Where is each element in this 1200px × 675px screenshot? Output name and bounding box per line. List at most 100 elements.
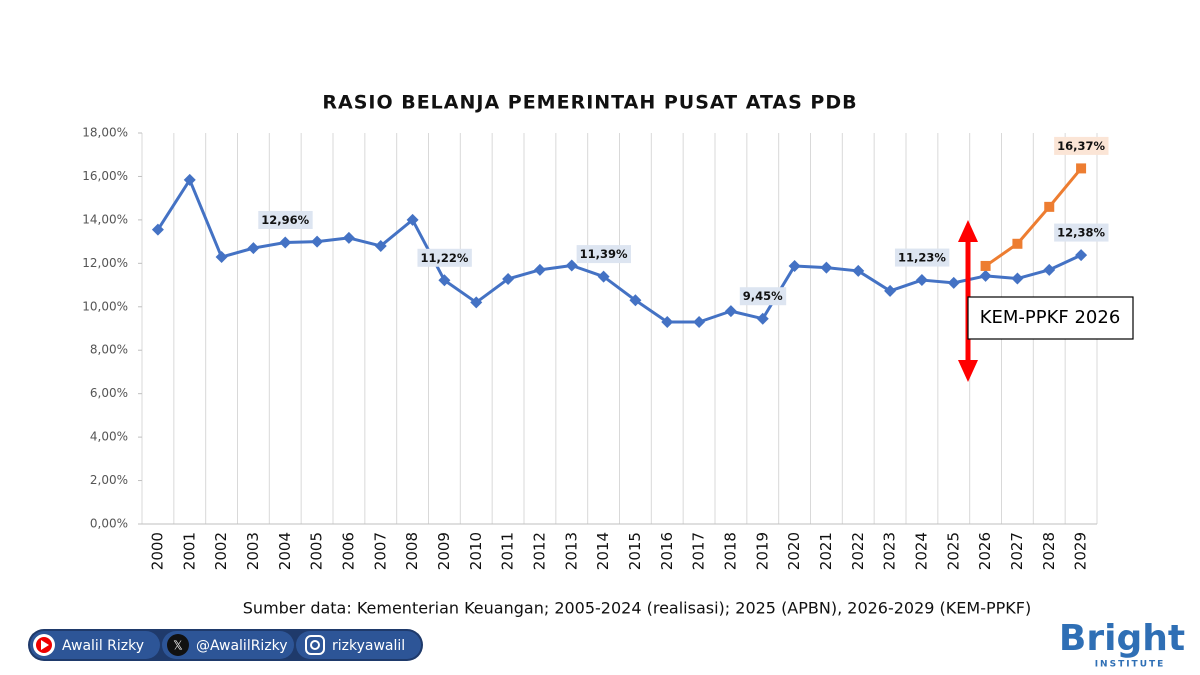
chart-title: RASIO BELANJA PEMERINTAH PUSAT ATAS PDB	[322, 92, 857, 114]
x-tick-label: 2019	[753, 532, 771, 570]
marker	[533, 263, 546, 276]
x-tick-label: 2014	[594, 532, 612, 570]
marker	[1012, 238, 1023, 249]
x-tick-label: 2009	[435, 532, 453, 570]
x-tick-label: 2028	[1040, 532, 1058, 570]
marker	[1011, 272, 1024, 285]
marker	[915, 274, 928, 287]
x-tick-label: 2022	[849, 532, 867, 570]
social-badges: Awalil Rizky 𝕏 @AwalilRizky rizkyawalil	[28, 629, 423, 661]
marker	[979, 269, 992, 282]
x-tick-label: 2011	[499, 532, 517, 570]
x-tick-label: 2004	[276, 532, 294, 570]
x-tick-label: 2003	[244, 532, 262, 570]
marker	[1076, 163, 1087, 174]
marker	[661, 315, 674, 328]
marker	[693, 315, 706, 328]
x-tick-label: 2021	[817, 532, 835, 570]
source-note: Sumber data: Kementerian Keuangan; 2005-…	[243, 599, 1031, 618]
annotation: KEM-PPKF 2026	[980, 307, 1121, 328]
x-tick-label: 2002	[212, 532, 230, 570]
logo-text: Bright	[1059, 618, 1185, 659]
x-tick-label: 2012	[530, 532, 548, 570]
marker	[629, 294, 642, 307]
x-tick-label: 2001	[180, 532, 198, 570]
y-tick-label: 12,00%	[82, 256, 128, 270]
marker	[247, 242, 260, 255]
y-tick-label: 2,00%	[90, 473, 128, 487]
marker	[215, 251, 228, 264]
marker	[1075, 249, 1088, 262]
x-tick-label: 2005	[308, 532, 326, 570]
marker	[565, 259, 578, 272]
x-tick-label: 2000	[148, 532, 166, 570]
y-tick-label: 8,00%	[90, 343, 128, 357]
svg-text:𝕏: 𝕏	[173, 639, 183, 653]
marker	[342, 231, 355, 244]
annotation-box	[967, 296, 1134, 340]
x-tick-label: 2027	[1008, 532, 1026, 570]
marker	[183, 173, 196, 186]
marker	[502, 272, 515, 285]
value-label-bg	[258, 210, 313, 229]
marker	[470, 296, 483, 309]
x-tick-label: 2024	[912, 532, 930, 570]
x-handle: @AwalilRizky	[196, 638, 288, 654]
series-line	[984, 167, 1083, 268]
y-tick-label: 18,00%	[82, 126, 128, 140]
x-tick-label: 2013	[562, 532, 580, 570]
marker	[852, 264, 865, 277]
value-label-bg	[739, 287, 787, 306]
x-tick-label: 2026	[976, 532, 994, 570]
x-tick-label: 2025	[944, 532, 962, 570]
value-label: 16,37%	[1057, 139, 1105, 153]
logo-subtext: INSTITUTE	[1095, 660, 1166, 670]
marker	[724, 305, 737, 318]
marker	[597, 270, 610, 283]
marker	[374, 239, 387, 252]
value-label-bg	[576, 245, 632, 264]
y-tick-label: 10,00%	[82, 299, 128, 313]
x-tick-label: 2006	[339, 532, 357, 570]
marker	[438, 274, 451, 287]
marker	[279, 236, 292, 249]
value-label: 11,39%	[580, 247, 628, 261]
youtube-handle: Awalil Rizky	[62, 638, 144, 654]
marker	[406, 213, 419, 226]
value-label: 12,38%	[1057, 226, 1105, 240]
x-tick-label: 2010	[467, 532, 485, 570]
y-tick-label: 14,00%	[82, 212, 128, 226]
x-tick-label: 2023	[881, 532, 899, 570]
instagram-handle: rizkyawalil	[332, 638, 405, 654]
marker	[1043, 263, 1056, 276]
x-tick-label: 2015	[626, 532, 644, 570]
x-tick-label: 2017	[690, 532, 708, 570]
value-label: 9,45%	[743, 289, 783, 303]
marker	[756, 312, 769, 325]
x-tick-label: 2020	[785, 532, 803, 570]
x-tick-label: 2018	[721, 532, 739, 570]
marker	[980, 260, 991, 271]
value-label: 11,23%	[898, 251, 946, 265]
value-label: 11,22%	[420, 251, 468, 265]
marker	[884, 284, 897, 297]
y-tick-label: 6,00%	[90, 386, 128, 400]
value-label-bg	[417, 248, 472, 267]
y-tick-label: 16,00%	[82, 169, 128, 183]
value-label: 12,96%	[261, 213, 309, 227]
marker	[788, 259, 801, 272]
y-tick-label: 0,00%	[90, 517, 128, 531]
x-tick-label: 2008	[403, 532, 421, 570]
value-label-bg	[1054, 223, 1109, 242]
value-label-bg	[1054, 136, 1109, 155]
y-tick-label: 4,00%	[90, 430, 128, 444]
x-tick-label: 2007	[371, 532, 389, 570]
value-label-bg	[894, 248, 950, 267]
marker	[1044, 201, 1055, 212]
logo: Bright INSTITUTE	[1059, 618, 1185, 670]
plot-area: 0,00% 2,00% 4,00% 6,00% 8,00% 10,00% 12,00% 14,…	[82, 126, 1109, 570]
marker	[820, 261, 833, 274]
marker	[311, 235, 324, 248]
marker	[947, 276, 960, 289]
